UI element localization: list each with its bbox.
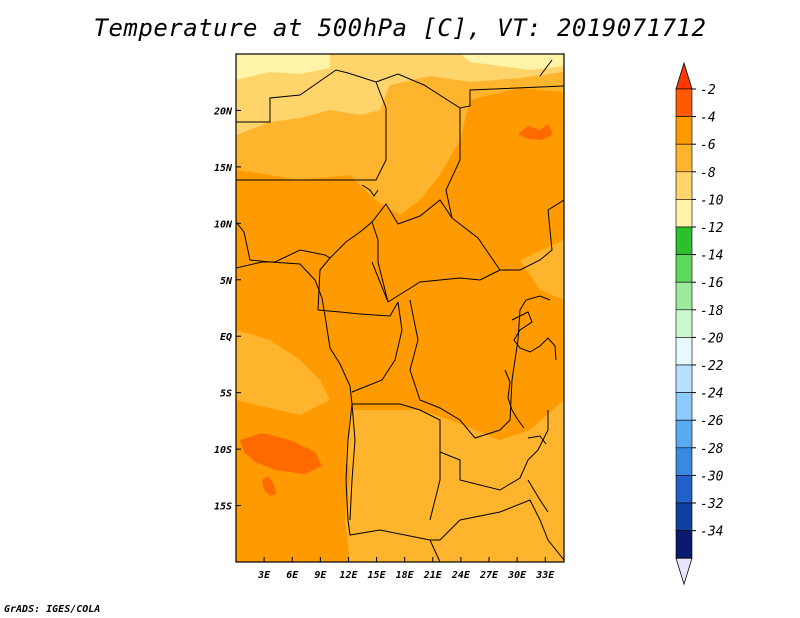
border-lines-south	[345, 403, 564, 562]
x-tick-label-12E: 12E	[339, 570, 358, 581]
colorbar-swatch-15	[675, 502, 693, 531]
field-patch-minus2to4-southwest	[240, 433, 322, 474]
field-band-minus8to10-north	[236, 54, 564, 135]
x-tick-label-30E: 30E	[507, 570, 527, 581]
colorbar-label-12: -26	[700, 414, 724, 429]
lake-chad-coast	[361, 184, 379, 197]
colorbar-swatch-13	[675, 447, 693, 476]
colorbar-label-1: -4	[700, 111, 716, 126]
colorbar-label-9: -20	[700, 331, 724, 346]
y-tick-label-20N: 20N	[213, 106, 233, 117]
colorbar-swatch-1	[675, 116, 693, 145]
y-tick-label-5S: 5S	[220, 389, 232, 400]
colorbar-swatch-12	[675, 419, 693, 449]
colorbar-label-15: -32	[700, 497, 724, 512]
x-tick-label-21E: 21E	[423, 570, 443, 581]
field-patch-minus2to4-southwest-small	[262, 476, 276, 496]
border-lines-central	[236, 199, 501, 317]
x-tick-label-24E: 24E	[451, 570, 471, 581]
colorbar-top-arrow	[675, 61, 693, 90]
colorbar-swatch-2	[675, 143, 693, 173]
x-tick-label-15E: 15E	[368, 570, 387, 581]
field-band-minus6to8-south	[340, 400, 564, 562]
y-axis: 20N 15N 10N 5N EQ 5S 10S 15S	[213, 106, 241, 513]
y-tick-label-10N: 10N	[214, 219, 233, 230]
colorbar-label-6: -14	[700, 249, 723, 264]
colorbar-label-4: -10	[700, 193, 724, 208]
colorbar-swatch-16	[675, 530, 693, 559]
colorbar-swatch-14	[675, 475, 693, 504]
colorbar-swatch-8	[675, 309, 693, 338]
colorbar-swatch-3	[675, 171, 693, 200]
x-tick-label-18E: 18E	[396, 570, 415, 581]
country-borders	[236, 59, 564, 562]
colorbar-bottom-arrow	[675, 557, 693, 586]
colorbar-swatch-6	[675, 254, 693, 283]
colorbar-swatch-7	[675, 281, 693, 311]
lakes-east	[504, 311, 557, 513]
colorbar-label-13: -28	[700, 442, 724, 457]
y-tick-label-15S: 15S	[214, 502, 232, 513]
x-tick-label-33E: 33E	[535, 570, 555, 581]
colorbar-label-0: -2	[700, 83, 716, 98]
x-tick-label-6E: 6E	[286, 570, 299, 581]
temperature-field	[236, 54, 564, 562]
grads-credit: GrADS: IGES/COLA	[4, 604, 101, 615]
colorbar-swatch-10	[675, 364, 693, 393]
y-tick-label-15N: 15N	[214, 163, 233, 174]
colorbar-swatch-0	[675, 88, 693, 117]
colorbar-label-16: -34	[700, 525, 723, 540]
map-title: Temperature at 500hPa [C], VT: 201907171…	[93, 14, 707, 42]
colorbar-label-3: -8	[700, 166, 716, 181]
field-patch-minus10to12-ne	[460, 54, 564, 70]
y-tick-label-5N: 5N	[220, 276, 233, 287]
colorbar-label-5: -12	[700, 221, 724, 236]
colorbar-label-14: -30	[700, 469, 724, 484]
map-frame	[235, 53, 565, 563]
colorbar-label-8: -18	[700, 304, 724, 319]
x-tick-label-9E: 9E	[314, 570, 327, 581]
colorbar-label-11: -24	[700, 387, 723, 402]
x-tick-label-27E: 27E	[479, 570, 499, 581]
field-patch-minus6to8-west	[236, 330, 330, 415]
y-tick-label-EQ: EQ	[220, 332, 232, 343]
red-sea-coast	[539, 59, 553, 77]
border-lines-congo	[351, 295, 551, 439]
x-tick-label-3E: 3E	[257, 570, 271, 581]
colorbar-swatch-4	[675, 199, 693, 228]
x-axis: 3E 6E 9E 12E 15E 18E 21E 24E 27E 30E 33E	[257, 557, 555, 581]
colorbar-label-7: -16	[700, 276, 724, 291]
colorbar-swatch-9	[675, 337, 693, 366]
colorbar-label-2: -6	[700, 138, 716, 153]
colorbar-swatch-11	[675, 392, 693, 421]
coastline-west-africa	[236, 221, 356, 521]
field-band-minus10to12-north	[236, 54, 330, 80]
colorbar-swatch-5	[675, 226, 693, 255]
field-patch-minus2to4-northeast	[518, 124, 553, 140]
y-tick-label-10S: 10S	[214, 445, 232, 456]
field-patch-minus6to8-east	[520, 240, 564, 300]
colorbar-label-10: -22	[700, 359, 724, 374]
colorbar: -2 -4 -6 -8 -10 -12 -14 -16 -18 -20 -22 -24 -26 -28 -3…	[675, 61, 724, 586]
